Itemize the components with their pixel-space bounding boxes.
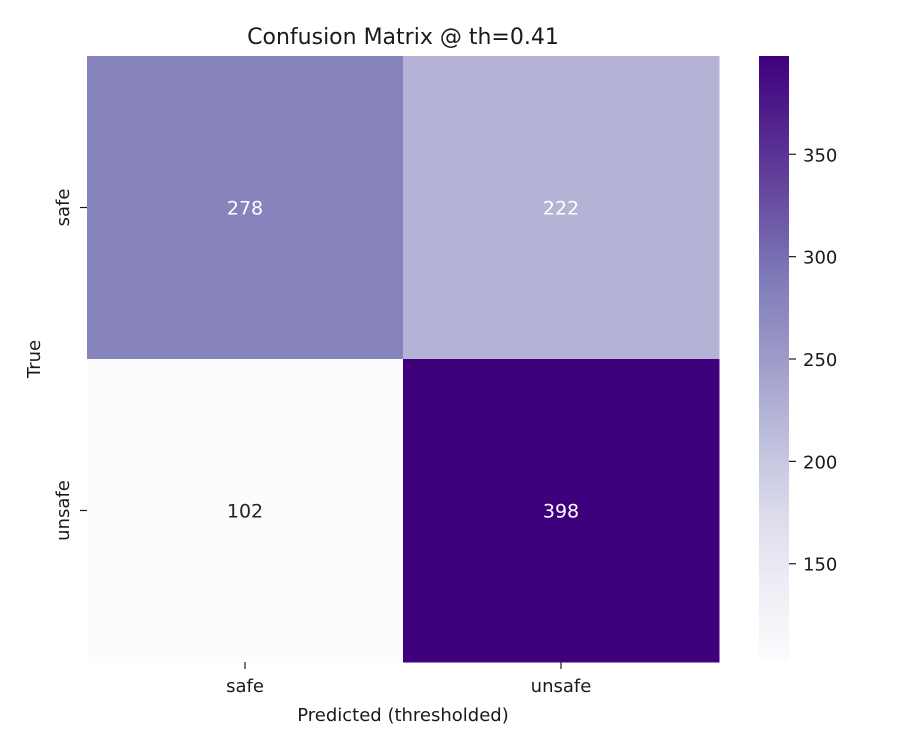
heatmap-cell-safe-unsafe: [403, 56, 720, 360]
heatmap-cell-unsafe-safe: [87, 359, 404, 663]
colorbar-tick-label-250: 250: [803, 350, 837, 371]
x-axis-label: Predicted (thresholded): [297, 705, 509, 726]
cell-value-unsafe-unsafe: 398: [543, 501, 579, 523]
colorbar-tick-label-350: 350: [803, 145, 837, 166]
cell-value-safe-unsafe: 222: [543, 198, 579, 220]
x-tick-label-safe: safe: [226, 676, 264, 697]
heatmap-cell-safe-safe: [87, 56, 404, 360]
heatmap-cell-unsafe-unsafe: [403, 359, 720, 663]
chart-title: Confusion Matrix @ th=0.41: [247, 25, 559, 50]
x-tick-label-unsafe: unsafe: [531, 676, 592, 697]
heatmap-cell-labels: 278 222 102 398: [227, 198, 579, 523]
colorbar: [759, 56, 789, 662]
y-axis-ticks: safe unsafe: [53, 189, 87, 541]
heatmap-cells: [87, 56, 720, 663]
cell-value-unsafe-safe: 102: [227, 501, 263, 523]
cell-value-safe-safe: 278: [227, 198, 263, 220]
x-axis-ticks: safe unsafe: [226, 662, 591, 697]
colorbar-tick-label-150: 150: [803, 555, 837, 576]
colorbar-tick-label-200: 200: [803, 452, 837, 473]
y-tick-label-unsafe: unsafe: [53, 480, 74, 541]
colorbar-tick-label-300: 300: [803, 248, 837, 269]
y-tick-label-safe: safe: [53, 189, 74, 227]
y-axis-label: True: [24, 340, 45, 379]
colorbar-ticks: 150 200 250 300 350: [789, 145, 837, 576]
